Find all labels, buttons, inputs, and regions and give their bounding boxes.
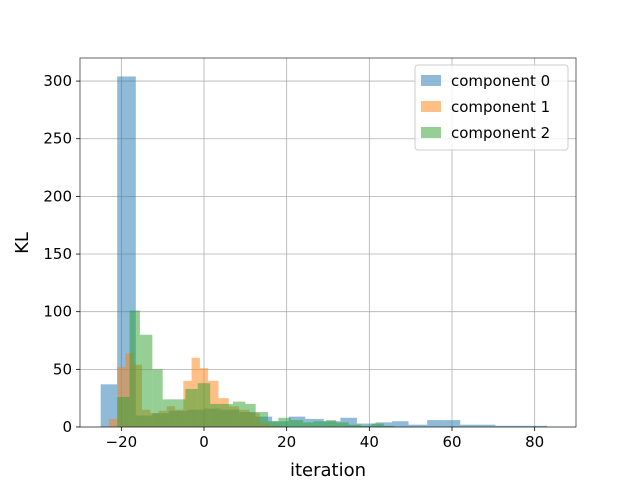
legend: component 0 component 1 component 2 <box>414 64 569 151</box>
plot-frame <box>79 57 577 428</box>
series-2-bar <box>245 403 256 427</box>
histogram-bars <box>100 76 548 427</box>
series-2-bar <box>336 422 349 427</box>
y-tick-label: 50 <box>53 360 72 378</box>
x-tick-label: 40 <box>360 433 379 451</box>
series-2-bar <box>278 417 291 427</box>
series-1-bar <box>108 418 118 427</box>
series-0-bar <box>427 420 444 427</box>
y-tick-label: 100 <box>43 303 72 321</box>
series-2-bar <box>210 403 221 427</box>
series-2-bar <box>383 425 395 427</box>
axes: −20 0 20 40 60 80 0 50 100 150 200 250 300 <box>43 72 544 451</box>
series-2-bar <box>371 423 384 427</box>
series-0-bar <box>478 424 496 427</box>
x-tick-label: 80 <box>525 433 544 451</box>
legend-label: component 1 <box>451 98 550 116</box>
legend-label: component 0 <box>451 72 550 90</box>
series-2-bar <box>290 420 304 427</box>
series-2-bar <box>175 399 186 427</box>
y-tick-label: 250 <box>43 130 72 148</box>
series-2-bar <box>232 401 246 427</box>
x-tick-label: 0 <box>199 433 209 451</box>
series-2-bar <box>185 388 198 427</box>
y-axis-label: KL <box>12 232 33 254</box>
series-2-bar <box>303 422 314 427</box>
legend-swatch <box>421 101 441 112</box>
series-0-bar <box>100 384 118 427</box>
series-0-bar <box>495 425 512 427</box>
x-tick-label: 20 <box>277 433 296 451</box>
y-tick-label: 150 <box>43 245 72 263</box>
series-0-bar <box>511 425 531 427</box>
series-2-bar <box>220 403 233 427</box>
series-2-bar <box>268 421 279 427</box>
y-tick-label: 200 <box>43 187 72 205</box>
series-0-bar <box>356 423 376 427</box>
series-0-bar <box>460 424 479 427</box>
series-0-bar <box>392 421 409 427</box>
legend-swatch <box>421 75 441 86</box>
series-2-bar <box>361 425 372 427</box>
legend-box <box>414 64 569 151</box>
legend-swatch <box>421 127 441 138</box>
x-tick-label: −20 <box>106 433 138 451</box>
legend-label: component 2 <box>451 124 550 142</box>
series-0-bar <box>443 420 461 427</box>
series-2-bar <box>348 424 362 427</box>
y-tick-label: 300 <box>43 72 72 90</box>
series-2-bar <box>129 310 140 427</box>
series-2-bar <box>117 397 130 427</box>
series-2-bars <box>117 310 395 427</box>
series-2-bar <box>139 334 153 427</box>
y-tick-label: 0 <box>62 418 72 436</box>
series-0-bar <box>530 425 548 427</box>
series-2-bar <box>197 383 211 427</box>
series-2-bar <box>162 399 176 427</box>
series-2-bar <box>313 421 326 427</box>
series-0-bar <box>408 424 428 427</box>
series-2-bar <box>325 420 337 427</box>
series-2-bar <box>255 412 269 427</box>
x-tick-label: 60 <box>442 433 461 451</box>
series-2-bar <box>152 369 163 427</box>
x-axis-label: iteration <box>290 460 366 480</box>
